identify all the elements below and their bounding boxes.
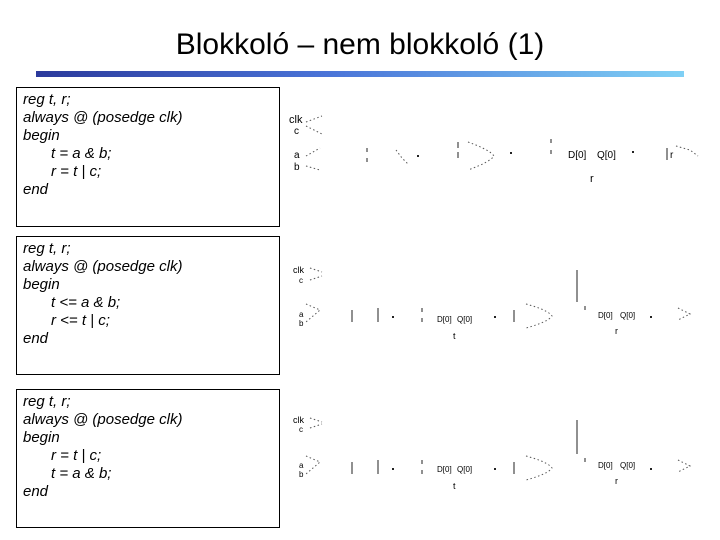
c-label: c — [294, 126, 299, 137]
title-underline — [36, 71, 684, 77]
d-port-label: D[0] — [598, 461, 613, 470]
b-label: b — [299, 319, 304, 328]
clk-label: clk — [293, 265, 304, 275]
code-box-blocking: reg t, r; always @ (posedge clk) begin t… — [16, 87, 280, 227]
code-box-reordered: reg t, r; always @ (posedge clk) begin r… — [16, 389, 280, 528]
b-label: b — [294, 162, 300, 173]
register-r-label: r — [615, 476, 618, 486]
circuit-1 — [305, 115, 699, 171]
code-line: always @ (posedge clk) — [23, 258, 183, 275]
c-label: c — [299, 276, 303, 285]
q-port-label: Q[0] — [597, 150, 616, 161]
code-line: begin — [23, 127, 60, 144]
code-line: begin — [23, 276, 60, 293]
q-port-label: Q[0] — [457, 315, 472, 324]
a-label: a — [294, 150, 300, 161]
q-port-label: Q[0] — [457, 465, 472, 474]
code-line: t = a & b; — [51, 465, 112, 482]
q-port-label: Q[0] — [620, 461, 635, 470]
d-port-label: D[0] — [437, 315, 452, 324]
register-label: r — [590, 173, 594, 185]
code-line: end — [23, 330, 49, 347]
code-line: end — [23, 181, 49, 198]
slide-title: Blokkoló – nem blokkoló (1) — [175, 28, 545, 61]
circuit-3 — [305, 417, 692, 481]
a-label: a — [299, 310, 304, 319]
code-line: r = t | c; — [51, 163, 102, 180]
code-box-nonblocking: reg t, r; always @ (posedge clk) begin t… — [16, 236, 280, 375]
register-t-label: t — [453, 481, 456, 491]
code-line: r = t | c; — [51, 447, 102, 464]
register-r-label: r — [615, 326, 618, 336]
q-port-label: Q[0] — [620, 311, 635, 320]
code-line: r <= t | c; — [51, 312, 110, 329]
clk-label: clk — [289, 114, 303, 126]
a-label: a — [299, 461, 304, 470]
d-port-label: D[0] — [437, 465, 452, 474]
code-line: t = a & b; — [51, 145, 112, 162]
code-line: end — [23, 483, 49, 500]
code-line: t <= a & b; — [51, 294, 121, 311]
code-line: begin — [23, 429, 60, 446]
d-port-label: D[0] — [568, 150, 587, 161]
code-line: reg t, r; — [23, 393, 71, 410]
clk-label: clk — [293, 415, 304, 425]
circuit-2 — [305, 267, 692, 329]
code-line: always @ (posedge clk) — [23, 411, 183, 428]
c-label: c — [299, 425, 303, 434]
d-port-label: D[0] — [598, 311, 613, 320]
code-line: reg t, r; — [23, 240, 71, 257]
code-line: always @ (posedge clk) — [23, 109, 183, 126]
b-label: b — [299, 470, 304, 479]
code-line: reg t, r; — [23, 91, 71, 108]
register-t-label: t — [453, 331, 456, 341]
output-label: r — [670, 150, 674, 161]
